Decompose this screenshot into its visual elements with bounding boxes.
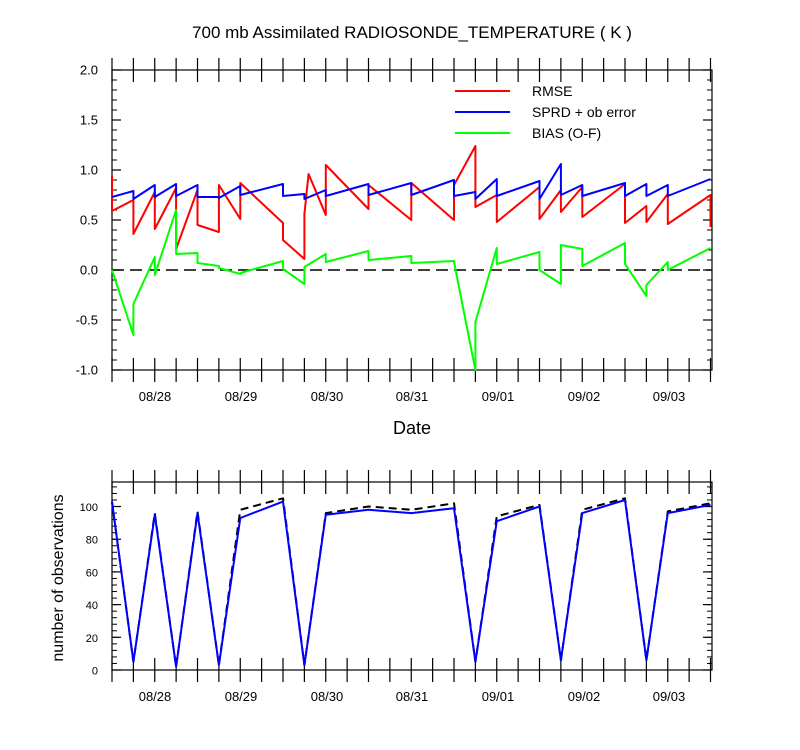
legend-label: RMSE	[532, 83, 572, 99]
top-y-tick-label: 1.0	[80, 163, 98, 178]
bottom-y-tick-label: 40	[86, 600, 98, 612]
chart-title: 700 mb Assimilated RADIOSONDE_TEMPERATUR…	[192, 23, 632, 42]
bottom-date-label: 08/31	[396, 689, 429, 704]
top-y-tick-label: 1.5	[80, 113, 98, 128]
top-y-tick-label: 0.5	[80, 213, 98, 228]
top-date-label: 09/03	[653, 389, 686, 404]
legend-label: SPRD + ob error	[532, 104, 636, 120]
bottom-plot-frame	[111, 481, 713, 671]
x-axis-label: Date	[393, 418, 431, 438]
top-date-label: 08/29	[225, 389, 258, 404]
bottom-y-tick-label: 0	[92, 666, 98, 678]
top-date-label: 09/02	[568, 389, 601, 404]
y-axis-label-observations: number of observations	[50, 494, 67, 661]
top-y-tick-label: 2.0	[80, 63, 98, 78]
top-y-tick-label: -0.5	[76, 313, 98, 328]
bottom-date-label: 08/30	[311, 689, 344, 704]
bottom-y-tick-label: 80	[86, 535, 98, 547]
top-series-sprd-ob-error	[111, 163, 711, 200]
top-y-tick-label: -1.0	[76, 363, 98, 378]
bottom-date-label: 08/29	[225, 689, 258, 704]
legend-label: BIAS (O-F)	[532, 125, 601, 141]
top-date-label: 08/30	[311, 389, 344, 404]
bottom-series-series-1	[111, 499, 711, 668]
bottom-date-label: 09/01	[482, 689, 515, 704]
top-date-label: 09/01	[482, 389, 515, 404]
bottom-y-tick-label: 20	[86, 633, 98, 645]
bottom-series-series-0	[111, 497, 711, 668]
bottom-y-tick-label: 60	[86, 567, 98, 579]
top-date-label: 08/28	[139, 389, 172, 404]
bottom-date-label: 09/03	[653, 689, 686, 704]
top-date-label: 08/31	[396, 389, 429, 404]
bottom-y-tick-label: 100	[80, 502, 98, 514]
bottom-date-label: 09/02	[568, 689, 601, 704]
top-series-bias-o-f	[111, 209, 711, 371]
top-series-rmse	[111, 145, 712, 260]
bottom-date-label: 08/28	[139, 689, 172, 704]
top-y-tick-label: 0.0	[80, 263, 98, 278]
